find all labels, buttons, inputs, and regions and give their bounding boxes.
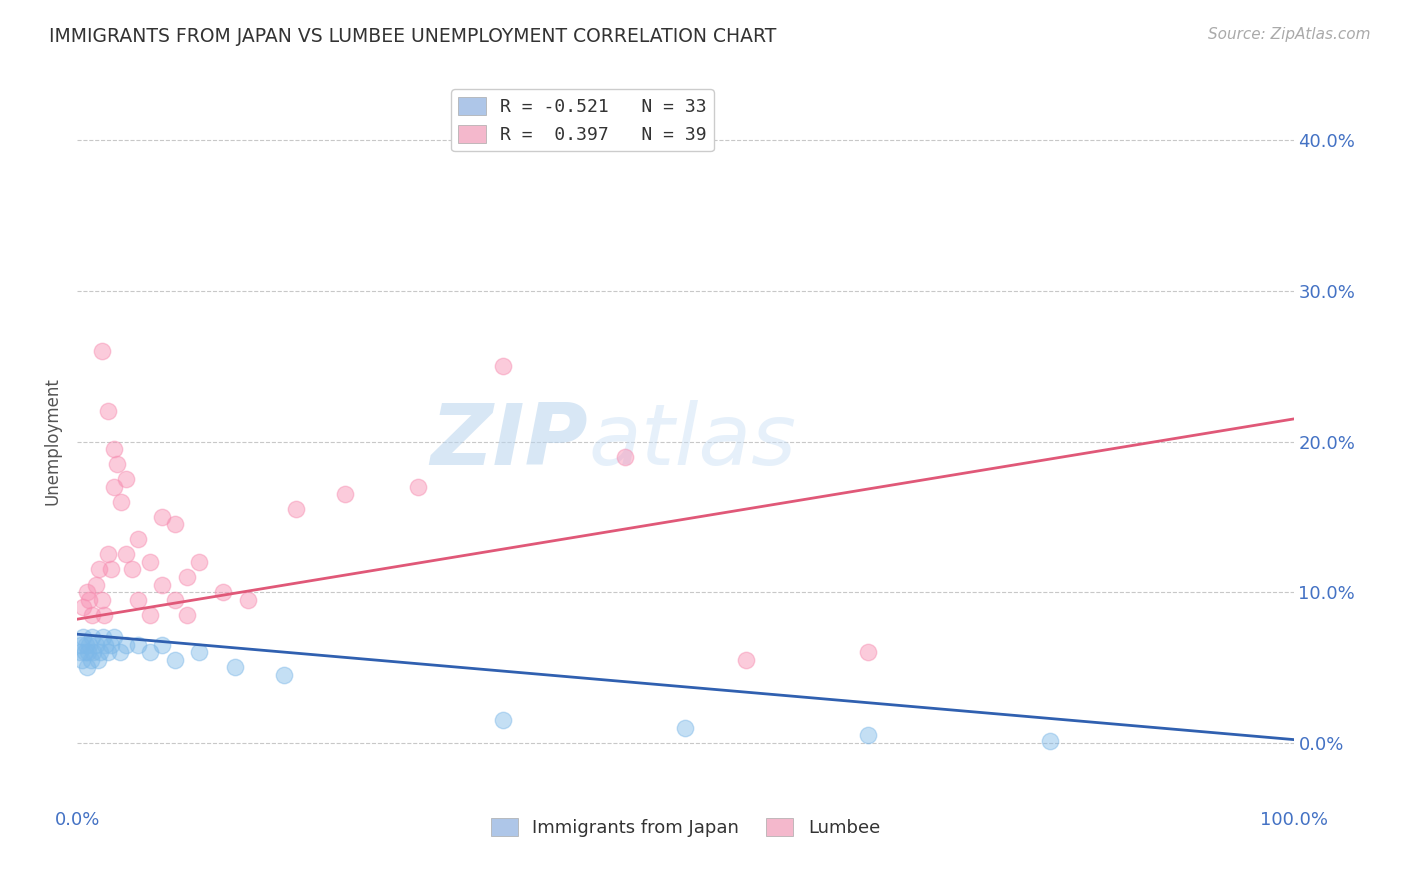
- Point: [212, 585, 235, 599]
- Point: [856, 728, 879, 742]
- Point: [82, 645, 104, 659]
- Point: [333, 487, 356, 501]
- Point: [176, 607, 198, 622]
- Point: [79, 592, 101, 607]
- Point: [115, 638, 138, 652]
- Point: [110, 494, 132, 508]
- Point: [72, 630, 94, 644]
- Point: [107, 457, 129, 471]
- Point: [163, 592, 186, 607]
- Point: [406, 480, 429, 494]
- Point: [80, 607, 103, 622]
- Point: [152, 638, 174, 652]
- Point: [93, 607, 115, 622]
- Point: [176, 570, 198, 584]
- Point: [90, 592, 112, 607]
- Point: [103, 630, 125, 644]
- Point: [91, 630, 114, 644]
- Point: [89, 645, 111, 659]
- Point: [70, 653, 93, 667]
- Point: [188, 555, 211, 569]
- Legend: Immigrants from Japan, Lumbee: Immigrants from Japan, Lumbee: [484, 811, 887, 845]
- Point: [108, 645, 131, 659]
- Point: [97, 645, 120, 659]
- Text: IMMIGRANTS FROM JAPAN VS LUMBEE UNEMPLOYMENT CORRELATION CHART: IMMIGRANTS FROM JAPAN VS LUMBEE UNEMPLOY…: [49, 27, 776, 45]
- Point: [492, 359, 515, 374]
- Point: [139, 645, 162, 659]
- Point: [115, 472, 138, 486]
- Point: [1039, 734, 1062, 748]
- Point: [84, 577, 107, 591]
- Point: [139, 607, 162, 622]
- Point: [285, 502, 308, 516]
- Text: ZIP: ZIP: [430, 400, 588, 483]
- Point: [70, 638, 93, 652]
- Point: [236, 592, 259, 607]
- Point: [80, 630, 103, 644]
- Point: [121, 562, 143, 576]
- Text: Source: ZipAtlas.com: Source: ZipAtlas.com: [1208, 27, 1371, 42]
- Point: [127, 638, 149, 652]
- Point: [188, 645, 211, 659]
- Text: atlas: atlas: [588, 400, 796, 483]
- Point: [152, 577, 174, 591]
- Point: [152, 509, 174, 524]
- Point: [735, 653, 758, 667]
- Point: [163, 517, 186, 532]
- Point: [273, 668, 295, 682]
- Point: [77, 645, 100, 659]
- Point: [127, 533, 149, 547]
- Point: [94, 638, 117, 652]
- Point: [75, 638, 97, 652]
- Point: [84, 638, 107, 652]
- Point: [73, 645, 96, 659]
- Point: [224, 660, 246, 674]
- Point: [89, 562, 111, 576]
- Point: [139, 555, 162, 569]
- Point: [492, 713, 515, 727]
- Point: [613, 450, 636, 464]
- Point: [675, 721, 697, 735]
- Point: [103, 442, 125, 456]
- Point: [72, 600, 94, 615]
- Point: [856, 645, 879, 659]
- Point: [79, 638, 101, 652]
- Point: [69, 645, 91, 659]
- Point: [127, 592, 149, 607]
- Point: [87, 653, 110, 667]
- Point: [76, 660, 98, 674]
- Y-axis label: Unemployment: Unemployment: [44, 377, 62, 506]
- Point: [103, 480, 125, 494]
- Point: [80, 653, 103, 667]
- Point: [163, 653, 186, 667]
- Point: [100, 562, 122, 576]
- Point: [97, 404, 120, 418]
- Point: [76, 585, 98, 599]
- Point: [100, 638, 122, 652]
- Point: [115, 548, 138, 562]
- Point: [90, 344, 112, 359]
- Point: [97, 548, 120, 562]
